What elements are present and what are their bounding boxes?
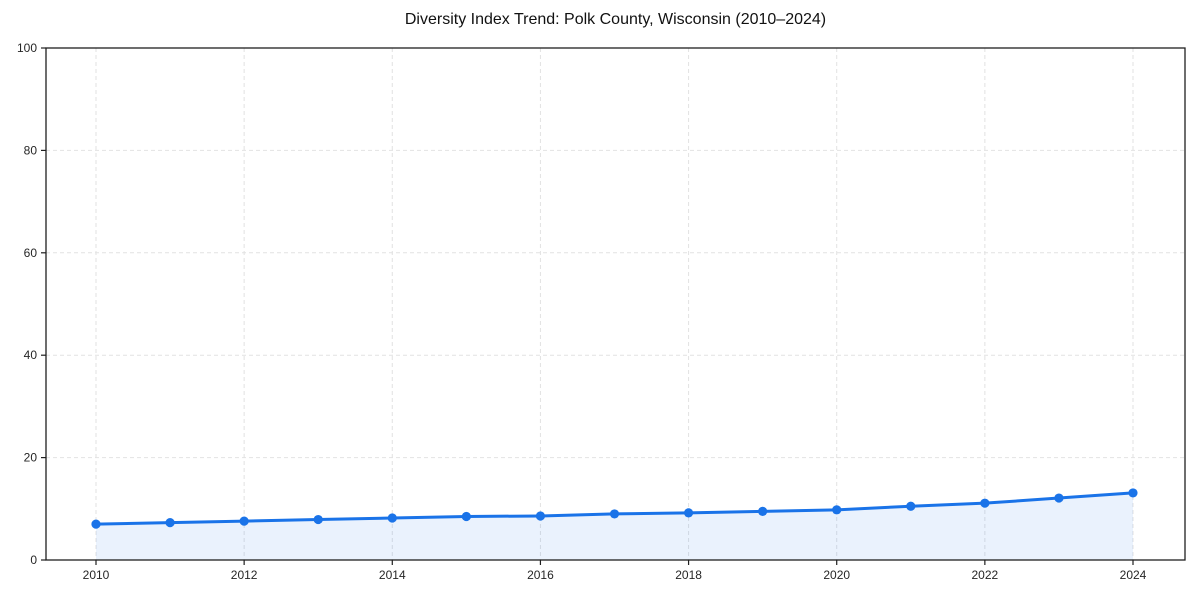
data-point-2017 bbox=[609, 509, 620, 519]
y-tick-label-100: 100 bbox=[17, 41, 37, 55]
data-point-2015 bbox=[461, 511, 471, 522]
x-tick-label-2016: 2016 bbox=[527, 568, 554, 582]
data-point-2023 bbox=[1054, 493, 1064, 503]
y-tick-label-20: 20 bbox=[24, 451, 38, 465]
x-tick-label-2010: 2010 bbox=[83, 568, 110, 582]
data-point-2011 bbox=[165, 518, 175, 528]
data-point-2021 bbox=[906, 501, 916, 511]
y-tick-label-40: 40 bbox=[24, 348, 38, 362]
x-tick-label-2014: 2014 bbox=[379, 568, 406, 582]
x-tick-label-2020: 2020 bbox=[823, 568, 850, 582]
data-point-2013 bbox=[313, 514, 323, 525]
area-fill bbox=[96, 492, 1133, 560]
y-tick-label-80: 80 bbox=[24, 143, 38, 157]
data-point-2020 bbox=[832, 505, 842, 515]
data-point-2010 bbox=[91, 519, 101, 529]
data-point-2012 bbox=[239, 516, 249, 526]
x-tick-label-2012: 2012 bbox=[231, 568, 258, 582]
x-tick-label-2018: 2018 bbox=[675, 568, 702, 582]
y-tick-label-60: 60 bbox=[24, 246, 38, 260]
plot-border bbox=[45, 47, 1186, 561]
data-point-2014 bbox=[387, 513, 397, 523]
data-point-2022 bbox=[980, 498, 990, 508]
data-point-2018 bbox=[683, 508, 694, 518]
x-tick-label-2022: 2022 bbox=[972, 568, 999, 582]
data-point-2016 bbox=[535, 511, 546, 521]
data-point-2019 bbox=[758, 506, 768, 516]
data-point-2024 bbox=[1128, 488, 1138, 498]
y-tick-label-0: 0 bbox=[30, 553, 37, 567]
chart-title: Diversity Index Trend: Polk County, Wisc… bbox=[404, 11, 827, 28]
x-tick-label-2024: 2024 bbox=[1120, 568, 1147, 582]
